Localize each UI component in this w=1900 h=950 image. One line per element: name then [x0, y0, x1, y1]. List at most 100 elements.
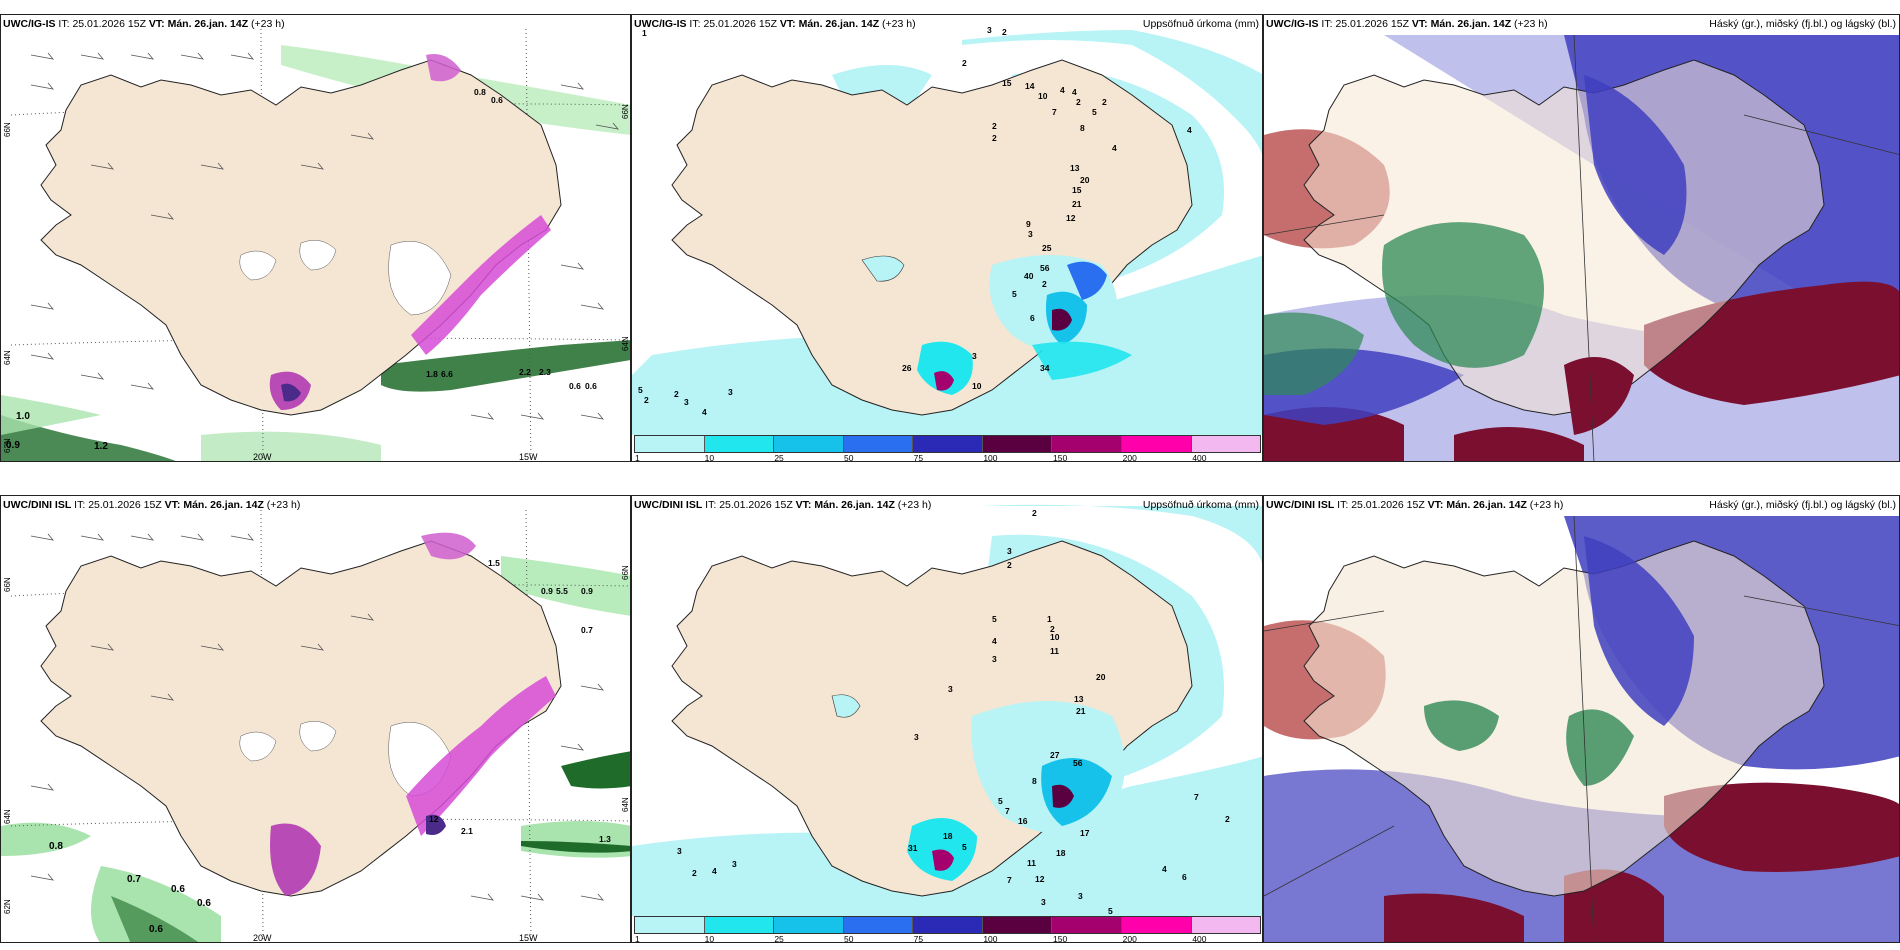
- colorbar-swatch: [774, 436, 844, 452]
- colorbar-swatch: [774, 917, 844, 933]
- high-cloud: [1564, 357, 1634, 435]
- colorbar-tick-label: 50: [844, 934, 854, 943]
- precip-light: [982, 504, 1262, 564]
- lat-64-label: 64N: [3, 350, 12, 365]
- precip-amount-label: 2: [1032, 508, 1037, 518]
- vt-value: Mán. 26.jan. 14Z: [183, 499, 264, 511]
- vt-label: VT:: [795, 499, 812, 511]
- lon-15-label: 15W: [519, 933, 538, 943]
- contour-value: 2.3: [539, 367, 551, 377]
- precip-amount-label: 56: [1073, 758, 1083, 768]
- precip-amount-label: 5: [638, 385, 643, 395]
- colorbar-swatch: [1121, 436, 1192, 452]
- mid-cloud: [1424, 700, 1499, 751]
- it-value: 25.01.2026 15Z: [72, 18, 146, 30]
- colorbar-swatch: [843, 917, 914, 933]
- colorbar-tick-label: 1: [635, 453, 640, 462]
- lat-66-label: 66N: [3, 122, 12, 137]
- lead-time: (+23 h): [882, 18, 916, 30]
- low-cloud: [1584, 536, 1694, 726]
- panel-bottom-left[interactable]: UWC/DINI ISL IT: 25.01.2026 15Z VT: Mán.…: [0, 495, 631, 943]
- precip-amount-label: 14: [1025, 81, 1035, 91]
- lead-time: (+23 h): [1514, 18, 1548, 30]
- precip-amount-label: 20: [1080, 175, 1090, 185]
- contour-value: 5.5: [556, 586, 568, 596]
- precip-band: [561, 751, 630, 789]
- lat-64-label-right: 64N: [621, 336, 630, 351]
- precip-amount-label: 13: [1074, 694, 1084, 704]
- precip-amount-label: 18: [943, 831, 953, 841]
- precip-amount-label: 4: [702, 407, 707, 417]
- colorbar-swatch: [1191, 917, 1261, 933]
- precip-amount-label: 40: [1024, 271, 1034, 281]
- colorbar-swatch: [635, 917, 705, 933]
- colorbar-tick-label: 400: [1192, 934, 1207, 943]
- precip-amount-label: 31: [908, 843, 918, 853]
- precip-amount-label: 11: [1050, 646, 1059, 656]
- lon-20-label: 20W: [253, 933, 272, 943]
- precip-amount-label: 2: [1042, 279, 1047, 289]
- precip-amount-label: 18: [1056, 848, 1066, 858]
- colorbar-swatch: [1052, 436, 1122, 452]
- precip-amount-label: 5: [1108, 906, 1113, 916]
- vt-label: VT:: [779, 18, 796, 30]
- precip-amount-label: 3: [1078, 891, 1083, 901]
- colorbar-tick-label: 150: [1053, 934, 1068, 943]
- lat-66-label-right: 66N: [621, 104, 630, 119]
- contour-value: 0.6: [171, 884, 185, 895]
- precip-amount-label: 16: [1018, 816, 1028, 826]
- it-label: IT:: [74, 499, 86, 511]
- precip-light: [962, 30, 1262, 155]
- vt-label: VT:: [148, 18, 165, 30]
- it-value: 25.01.2026 15Z: [88, 499, 162, 511]
- vt-value: Mán. 26.jan. 14Z: [814, 499, 895, 511]
- precip-amount-label: 15: [1072, 185, 1082, 195]
- precip-amount-label: 12: [1035, 874, 1045, 884]
- contour-value: 0.6: [585, 381, 597, 391]
- panel-top-left[interactable]: UWC/IG-IS IT: 25.01.2026 15Z VT: Mán. 26…: [0, 14, 631, 462]
- panel-top-right[interactable]: UWC/IG-IS IT: 25.01.2026 15Z VT: Mán. 26…: [1263, 14, 1900, 462]
- lon-15-label: 15W: [519, 452, 538, 462]
- precip-amount-label: 2: [1050, 624, 1055, 634]
- precip-amount-label: 3: [1007, 546, 1012, 556]
- map-iceland-wind: [1, 496, 630, 942]
- colorbar-swatch: [1052, 917, 1122, 933]
- panel-top-center[interactable]: UWC/IG-IS IT: 25.01.2026 15Z VT: Mán. 26…: [631, 14, 1263, 462]
- model-name: UWC/DINI ISL: [3, 499, 72, 511]
- precip-amount-label: 2: [692, 868, 697, 878]
- precip-amount-label: 21: [1072, 199, 1082, 209]
- precip-amount-label: 56: [1040, 263, 1050, 273]
- lead-time: (+23 h): [266, 499, 301, 511]
- panel-bottom-center[interactable]: UWC/DINI ISL IT: 25.01.2026 15Z VT: Mán.…: [631, 495, 1263, 943]
- precip-amount-label: 3: [677, 846, 682, 856]
- precip-amount-label: 8: [1032, 776, 1037, 786]
- precip-band: [501, 556, 630, 616]
- vt-label: VT:: [164, 499, 181, 511]
- it-label: IT:: [689, 18, 701, 30]
- contour-value: 0.9: [6, 440, 20, 451]
- map-iceland-clouds: [1264, 496, 1899, 942]
- panel-bottom-right[interactable]: UWC/DINI ISL IT: 25.01.2026 15Z VT: Mán.…: [1263, 495, 1900, 943]
- precip-amount-label: 12: [1066, 213, 1076, 223]
- colorbar-swatch: [704, 436, 775, 452]
- contour-value: 1.5: [488, 558, 500, 568]
- vt-label: VT:: [1427, 499, 1444, 511]
- panel-header: UWC/DINI ISL IT: 25.01.2026 15Z VT: Mán.…: [634, 499, 931, 511]
- it-label: IT:: [1337, 499, 1349, 511]
- vt-value: Mán. 26.jan. 14Z: [798, 18, 880, 30]
- low-cloud: [1584, 75, 1687, 255]
- precip-amount-label: 3: [972, 351, 977, 361]
- precip-amount-label: 2: [1007, 560, 1012, 570]
- precip-colorbar: [634, 435, 1261, 453]
- panel-header: UWC/IG-IS IT: 25.01.2026 15Z VT: Mán. 26…: [1266, 18, 1548, 30]
- contour-value: 0.9: [581, 586, 593, 596]
- precip-amount-label: 4: [1060, 85, 1065, 95]
- contour-value: 1.8: [426, 369, 438, 379]
- map-iceland-wind: [1, 15, 630, 461]
- it-label: IT:: [1321, 18, 1333, 30]
- panel-header: UWC/IG-IS IT: 25.01.2026 15Z VT: Mán. 26…: [634, 18, 916, 30]
- model-name: UWC/IG-IS: [1266, 18, 1319, 30]
- precip-amount-label: 4: [1112, 143, 1117, 153]
- model-name: UWC/IG-IS: [3, 18, 56, 30]
- it-value: 25.01.2026 15Z: [719, 499, 793, 511]
